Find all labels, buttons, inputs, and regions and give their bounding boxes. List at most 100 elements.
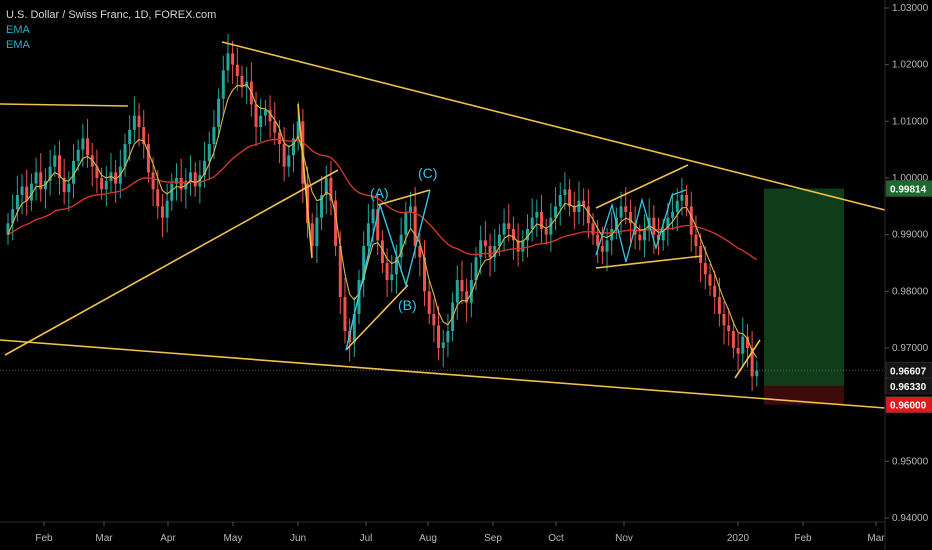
candle[interactable] <box>263 99 267 126</box>
candle[interactable] <box>586 189 590 239</box>
trendline[interactable] <box>734 339 761 379</box>
candle[interactable] <box>469 263 473 318</box>
candle[interactable] <box>259 98 263 142</box>
candle[interactable] <box>408 191 412 229</box>
candle[interactable] <box>731 320 735 359</box>
ema-slow-line[interactable] <box>7 138 758 261</box>
trendline[interactable] <box>221 41 886 211</box>
candle[interactable] <box>6 213 10 245</box>
candle[interactable] <box>34 157 38 201</box>
candle[interactable] <box>582 188 586 226</box>
candle[interactable] <box>291 123 295 173</box>
candle[interactable] <box>689 191 693 252</box>
time-axis[interactable]: Feb Mar Apr May Jun Jul Aug Sep Oct Nov 2020 Feb Mar <box>0 521 885 544</box>
candle[interactable] <box>67 171 71 212</box>
candle[interactable] <box>460 260 464 304</box>
candle[interactable] <box>750 331 754 392</box>
candle[interactable] <box>207 131 211 181</box>
candle[interactable] <box>394 244 398 294</box>
candle[interactable] <box>755 360 759 387</box>
candle[interactable] <box>577 181 581 225</box>
trendline[interactable] <box>595 164 689 209</box>
candle[interactable] <box>165 183 169 233</box>
candle[interactable] <box>11 194 15 241</box>
candle[interactable] <box>516 223 520 267</box>
candle[interactable] <box>29 173 33 211</box>
candle[interactable] <box>90 142 94 186</box>
candle[interactable] <box>329 161 333 216</box>
candle[interactable] <box>437 306 441 361</box>
candle[interactable] <box>427 281 431 325</box>
candle[interactable] <box>20 174 24 215</box>
candle[interactable] <box>558 182 562 226</box>
candle[interactable] <box>160 193 164 237</box>
candle[interactable] <box>642 214 646 258</box>
candle[interactable] <box>694 215 698 259</box>
trendline[interactable] <box>595 255 703 269</box>
candle[interactable] <box>497 224 501 257</box>
candle[interactable] <box>703 246 707 290</box>
candle[interactable] <box>605 227 609 271</box>
candle[interactable] <box>530 198 534 242</box>
ema-indicator-1[interactable]: EMA <box>6 24 30 36</box>
candle[interactable] <box>142 110 146 159</box>
candle[interactable] <box>680 178 684 216</box>
candle[interactable] <box>488 233 492 277</box>
candle[interactable] <box>53 145 57 177</box>
candle[interactable] <box>170 173 174 211</box>
ema-indicator-2[interactable]: EMA <box>6 39 30 51</box>
candle[interactable] <box>722 301 726 345</box>
candle[interactable] <box>226 34 230 83</box>
candle[interactable] <box>483 221 487 259</box>
candle[interactable] <box>638 224 642 251</box>
candle[interactable] <box>254 91 258 147</box>
candle[interactable] <box>544 218 548 245</box>
candle[interactable] <box>273 102 277 146</box>
candle[interactable] <box>128 115 132 161</box>
candle[interactable] <box>628 199 632 243</box>
candle[interactable] <box>699 233 703 283</box>
candle[interactable] <box>741 317 745 367</box>
candle[interactable] <box>399 217 403 273</box>
candle[interactable] <box>352 297 356 358</box>
candle[interactable] <box>572 191 576 229</box>
candle[interactable] <box>727 308 731 346</box>
trendline[interactable] <box>0 339 886 409</box>
trendline[interactable] <box>345 284 409 351</box>
candle[interactable] <box>310 213 314 257</box>
candle[interactable] <box>535 199 539 237</box>
candle[interactable] <box>549 202 553 252</box>
candle[interactable] <box>376 192 380 256</box>
candle[interactable] <box>685 184 689 217</box>
candle[interactable] <box>423 240 427 307</box>
candle[interactable] <box>441 329 445 368</box>
trendline[interactable] <box>377 189 431 206</box>
candle[interactable] <box>455 265 459 320</box>
candle[interactable] <box>231 40 235 84</box>
candle[interactable] <box>390 255 394 293</box>
candle[interactable] <box>619 191 623 235</box>
candle[interactable] <box>324 165 328 215</box>
channel-wave-path[interactable] <box>595 189 687 263</box>
symbol-title[interactable]: U.S. Dollar / Swiss Franc, 1D, FOREX.com <box>6 9 217 21</box>
candle[interactable] <box>25 169 29 216</box>
candle[interactable] <box>72 144 76 199</box>
candle[interactable] <box>736 333 740 371</box>
candle[interactable] <box>86 119 90 168</box>
candle[interactable] <box>366 204 370 259</box>
candle[interactable] <box>217 88 221 138</box>
candle[interactable] <box>203 141 207 188</box>
candle[interactable] <box>146 133 150 183</box>
candle[interactable] <box>48 149 52 196</box>
candle[interactable] <box>708 264 712 296</box>
candle[interactable] <box>189 155 193 196</box>
trendline[interactable] <box>297 103 313 259</box>
abc-wave-path[interactable] <box>345 189 431 351</box>
candle[interactable] <box>15 175 19 222</box>
candle[interactable] <box>671 192 675 231</box>
candle[interactable] <box>521 230 525 262</box>
candle[interactable] <box>596 219 600 263</box>
candle[interactable] <box>39 153 43 202</box>
candle[interactable] <box>380 230 384 274</box>
